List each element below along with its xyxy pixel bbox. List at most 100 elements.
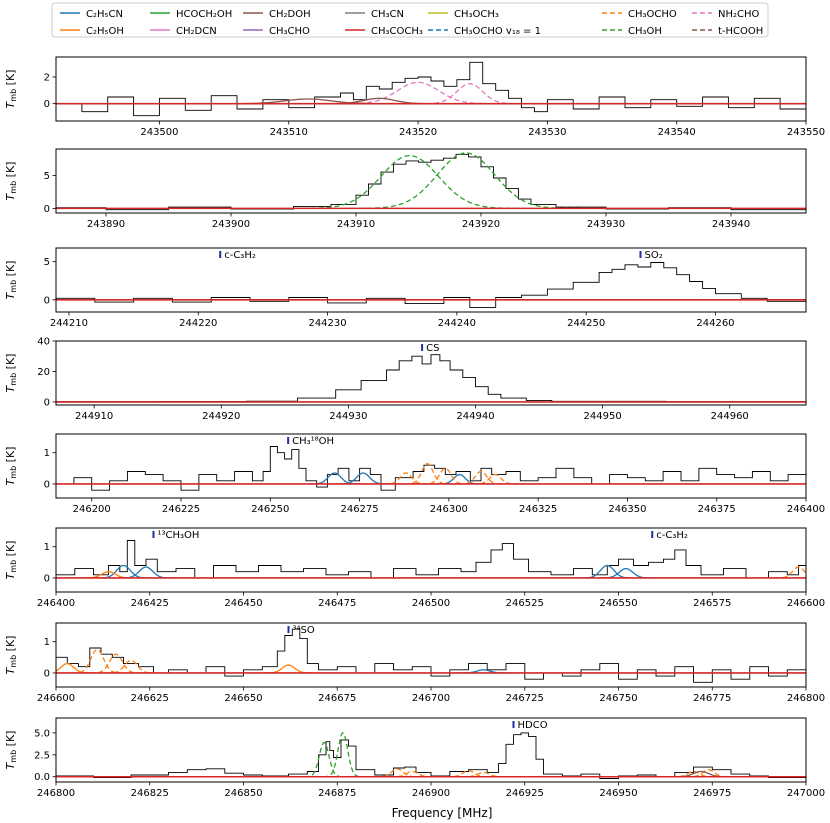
x-tick-label: 246325 [519,504,557,515]
line-marker-tick [421,344,424,351]
spectrum-panel: 246400 246425 246450 246475 246500 246525 2465… [4,527,825,609]
line-marker: ¹³CH₃OH [152,530,200,541]
x-tick: 243510 [270,121,308,138]
x-tick: 246900 [412,782,450,799]
y-tick-label: 0 [44,668,50,679]
spectrum-panel: 246600 246625 246650 246675 246700 246725 2467… [4,622,825,704]
x-tick-label: 246300 [430,504,468,515]
x-tick-label: 244940 [456,411,494,422]
x-tick-label: 246400 [37,598,75,609]
line-marker-label: CS [426,343,439,354]
x-tick-label: 246600 [787,598,825,609]
line-marker-tick [152,531,155,538]
x-tick-label: 244210 [50,318,88,329]
legend-label: CH₃COCH₃ [371,26,423,37]
x-tick-label: 246975 [693,788,731,799]
y-tick: 1 [44,448,56,459]
model-line [323,732,363,778]
x-tick-label: 246575 [693,598,731,609]
x-tick-label: 244250 [567,318,605,329]
x-tick-label: 243920 [462,219,500,230]
x-tick-label: 244240 [438,318,476,329]
model-line [472,473,519,485]
y-tick: 5 [44,171,56,182]
x-tick: 244960 [711,405,749,422]
line-marker: c-C₃H₂ [219,250,256,261]
x-tick-label: 246475 [318,598,356,609]
x-tick-label: 246900 [412,788,450,799]
y-tick-label: 1 [44,448,50,459]
legend-entry: CH₃COCH₃ [345,26,423,37]
x-tick: 243920 [462,213,500,230]
x-tick: 244250 [567,312,605,329]
legend-entry: CH₃CN [345,9,404,20]
x-tick: 246500 [412,592,450,609]
y-tick-label: 1 [44,542,50,553]
y-axis-label: Tmb [K] [4,541,18,580]
x-tick-label: 246675 [318,693,356,704]
legend-label: CH₃OH [628,26,662,37]
x-tick: 246400 [787,498,825,515]
line-marker-label: c-C₃H₂ [224,250,256,261]
legend-label: CH₃OCH₃ [454,9,499,20]
y-tick: 0 [44,204,56,215]
y-tick: 0 [44,295,56,306]
y-tick: 20 [37,367,56,378]
axes-frame [55,247,807,313]
legend-entry: C₂H₅OH [60,26,124,37]
x-tick-label: 243910 [337,219,375,230]
x-tick-label: 246800 [787,693,825,704]
x-tick: 244910 [75,405,113,422]
x-tick-label: 246525 [506,598,544,609]
model-line [71,648,123,674]
x-tick: 246700 [412,687,450,704]
line-marker-label: c-C₃H₂ [656,530,688,541]
x-tick: 246250 [251,498,289,515]
model-line [351,152,581,210]
x-tick: 243890 [87,213,125,230]
x-tick-label: 246450 [224,598,262,609]
x-tick: 246525 [506,592,544,609]
x-tick: 243900 [212,213,250,230]
legend-entry: NH₂CHO [692,9,760,20]
y-tick-label: 0 [44,295,50,306]
observed-spectrum [56,628,806,683]
x-tick-label: 243550 [787,127,825,138]
x-tick: 246350 [608,498,647,515]
x-tick-label: 246275 [340,504,378,515]
x-tick-label: 246200 [73,504,111,515]
x-tick-label: 244910 [75,411,113,422]
legend-frame [51,2,769,38]
x-tick-label: 243520 [399,127,437,138]
x-tick-label: 244260 [696,318,734,329]
y-tick: 0 [44,668,56,679]
x-tick: 244940 [456,405,495,422]
x-tick-label: 246925 [506,788,544,799]
observed-spectrum [56,61,806,117]
line-marker-label: ¹³CH₃OH [158,530,200,541]
legend-label: HCOCH₂OH [176,9,232,20]
x-tick: 246650 [224,687,263,704]
x-tick-label: 246250 [251,504,289,515]
x-tick: 246450 [224,592,263,609]
y-tick: 1 [44,637,56,648]
spectrum-panel: 246200 246225 246250 246275 246300 246325 2463… [4,433,825,515]
x-tick-label: 246850 [224,788,262,799]
legend-label: CH₂DCN [176,26,217,37]
legend-entry: CH₃OCH₃ [428,9,499,20]
line-marker: CH₃¹⁸OH [287,436,334,447]
y-tick-label: 5.0 [34,728,50,739]
observed-spectrum [56,262,806,308]
line-marker-tick [287,437,290,444]
line-marker-tick [219,251,222,258]
y-axis-label: Tmb [K] [4,261,18,300]
y-axis-label: Tmb [K] [4,70,18,109]
legend-entry: CH₂DCN [150,26,217,37]
x-tick: 244920 [202,405,240,422]
x-tick-label: 246425 [131,598,169,609]
y-tick-label: 1 [44,637,50,648]
line-marker-label: ³⁴SO [293,625,315,636]
x-tick: 243530 [528,121,566,138]
x-tick-label: 246775 [693,693,731,704]
